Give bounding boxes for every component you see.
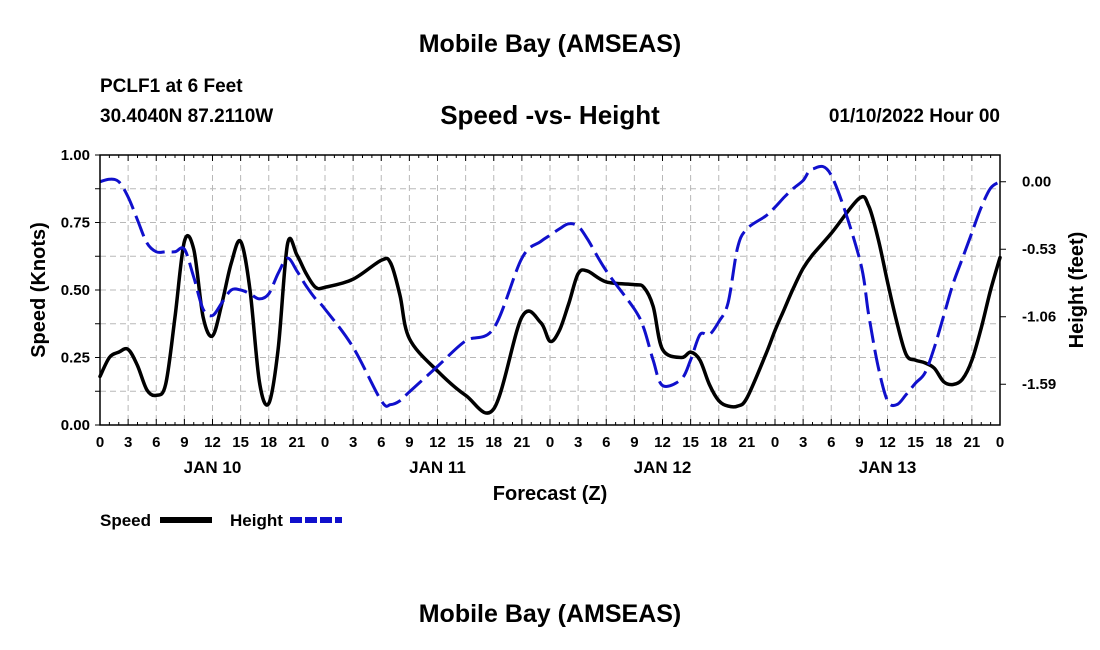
x-tick-label: 21 [964,434,981,451]
y2-tick-label: -1.06 [1022,309,1056,326]
x-day-label: JAN 12 [634,458,692,477]
x-tick-label: 6 [152,434,160,451]
x-tick-label: 12 [654,434,671,451]
y-tick-label: 0.75 [61,215,90,232]
y2-tick-label: -1.59 [1022,376,1056,393]
x-tick-label: 21 [514,434,531,451]
y-axis-label: Speed (Knots) [28,222,50,358]
x-tick-label: 15 [907,434,924,451]
axes: 0 3 6 9 12 15 18 21 0 3 6 9 12 15 18 21 0 3 6 9 12 15 18 21 0 3 6 9… [61,147,1056,477]
x-axis-label: Forecast (Z) [493,483,607,505]
y-tick-label: 0.25 [61,350,90,367]
x-tick-label: 0 [96,434,104,451]
x-tick-label: 6 [827,434,835,451]
station-coordinates: 30.4040N 87.2110W [100,106,274,127]
x-day-label: JAN 13 [859,458,917,477]
chart-title: Mobile Bay (AMSEAS) [418,30,682,58]
legend: Speed Height [100,511,342,530]
chart-subtitle: Speed -vs- Height [440,100,660,130]
x-tick-label: 0 [321,434,329,451]
x-tick-label: 9 [630,434,638,451]
x-tick-label: 9 [855,434,863,451]
x-tick-label: 21 [739,434,756,451]
legend-speed-label: Speed [100,511,151,530]
x-tick-label: 0 [996,434,1004,451]
y2-tick-label: 0.00 [1022,174,1051,191]
x-tick-label: 21 [289,434,306,451]
y2-axis-label: Height (feet) [1066,232,1088,349]
legend-height-label: Height [230,511,283,530]
x-tick-label: 12 [879,434,896,451]
series-layer [98,164,1002,415]
x-tick-label: 3 [574,434,582,451]
x-tick-label: 12 [429,434,446,451]
x-tick-label: 9 [405,434,413,451]
y-tick-label: 0.50 [61,282,90,299]
y-tick-label: 0.00 [61,417,90,434]
chart-title-repeat: Mobile Bay (AMSEAS) [418,600,682,628]
x-tick-label: 3 [349,434,357,451]
x-tick-label: 12 [204,434,221,451]
x-tick-label: 15 [457,434,474,451]
height-series-line [99,164,1001,408]
x-tick-label: 18 [485,434,502,451]
x-tick-label: 9 [180,434,188,451]
x-tick-label: 15 [232,434,249,451]
x-tick-label: 18 [260,434,277,451]
x-tick-label: 18 [935,434,952,451]
x-tick-label: 18 [710,434,727,451]
x-tick-label: 3 [799,434,807,451]
forecast-run-time: 01/10/2022 Hour 00 [828,106,1000,127]
speed-series-line [98,194,1002,415]
x-tick-label: 0 [546,434,554,451]
x-tick-label: 3 [124,434,132,451]
station-name: PCLF1 at 6 Feet [100,76,243,97]
y2-tick-label: -0.53 [1022,241,1056,258]
x-tick-label: 15 [682,434,699,451]
y-tick-label: 1.00 [61,147,90,164]
x-day-label: JAN 10 [184,458,242,477]
x-day-label: JAN 11 [409,458,466,477]
x-tick-label: 6 [602,434,610,451]
grid-lines [100,155,1000,425]
x-tick-label: 6 [377,434,385,451]
x-tick-label: 0 [771,434,779,451]
